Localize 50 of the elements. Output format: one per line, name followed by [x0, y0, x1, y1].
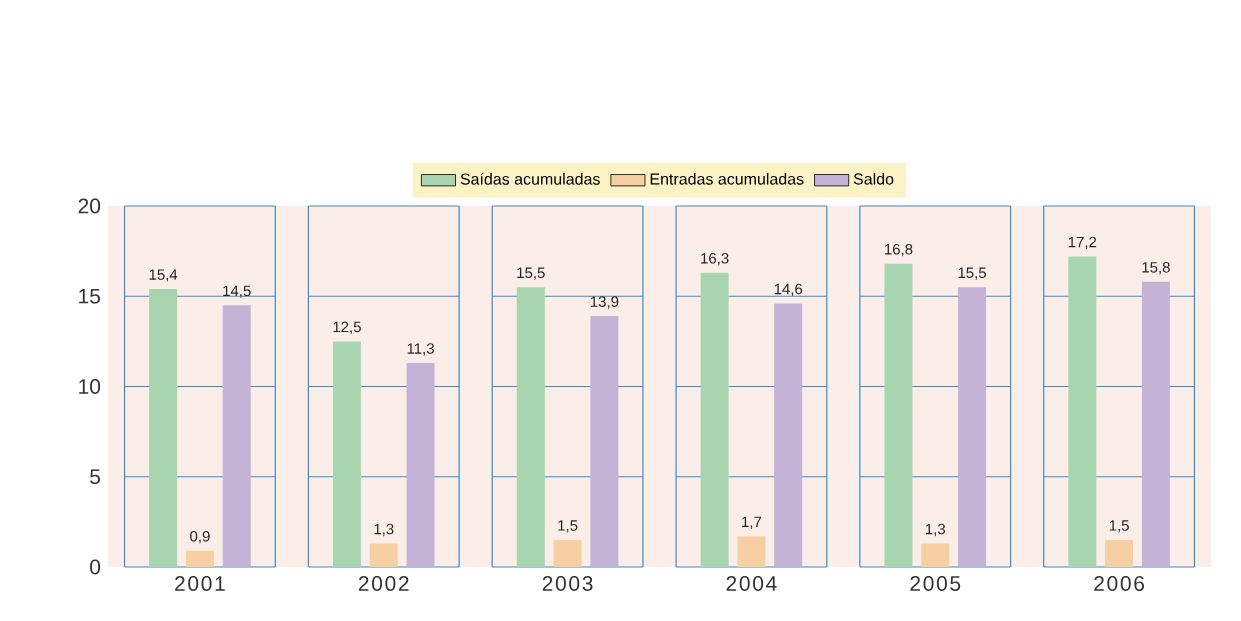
data-label: 11,3 — [407, 343, 434, 356]
bar — [737, 536, 766, 567]
x-tick-label: 2006 — [1094, 576, 1145, 591]
bar — [222, 305, 251, 567]
data-label: 15,4 — [149, 269, 178, 282]
data-label: 15,5 — [958, 267, 987, 280]
bar — [369, 543, 398, 567]
x-tick-label: 2002 — [358, 576, 409, 591]
bar — [590, 316, 619, 567]
data-label: 15,5 — [517, 267, 545, 280]
x-tick-label: 2004 — [726, 576, 777, 591]
data-label: 12,5 — [333, 321, 361, 334]
bar — [516, 287, 545, 567]
data-label: 16,3 — [701, 252, 729, 266]
data-label: 1,3 — [374, 523, 394, 537]
bar — [553, 539, 582, 567]
bar — [149, 289, 178, 567]
bar — [700, 272, 729, 567]
bar — [921, 543, 950, 567]
legend-label: Saídas acumuladas — [460, 172, 600, 185]
data-label: 14,6 — [774, 283, 803, 297]
data-label: 13,9 — [590, 296, 619, 309]
y-tick-label: 5 — [90, 469, 101, 485]
data-label: 15,8 — [1142, 262, 1170, 275]
bar — [774, 303, 803, 567]
bar — [958, 287, 987, 567]
bar — [185, 550, 214, 567]
x-tick-label: 2005 — [910, 576, 961, 591]
data-label: 1,5 — [1109, 520, 1129, 533]
y-tick-label: 20 — [78, 198, 101, 214]
data-label: 1,5 — [558, 520, 578, 533]
data-label: 1,7 — [742, 516, 762, 529]
y-tick-label: 15 — [79, 288, 101, 304]
x-tick-label: 2001 — [175, 576, 225, 591]
data-label: 16,8 — [884, 243, 913, 257]
legend-label: Entradas acumuladas — [650, 172, 804, 185]
legend-label: Saldo — [853, 172, 894, 185]
data-label: 14,5 — [223, 285, 251, 298]
bar — [884, 263, 913, 567]
bar — [332, 341, 361, 567]
y-tick-label: 10 — [79, 379, 101, 394]
data-label: 1,3 — [925, 523, 946, 537]
bar — [1068, 256, 1097, 567]
data-label: 17,2 — [1068, 236, 1097, 250]
bar — [1141, 281, 1170, 567]
x-tick-label: 2003 — [542, 576, 593, 591]
data-label: 0,9 — [190, 530, 210, 544]
bar — [406, 363, 435, 567]
bar — [1105, 539, 1134, 567]
y-tick-label: 0 — [90, 559, 101, 575]
